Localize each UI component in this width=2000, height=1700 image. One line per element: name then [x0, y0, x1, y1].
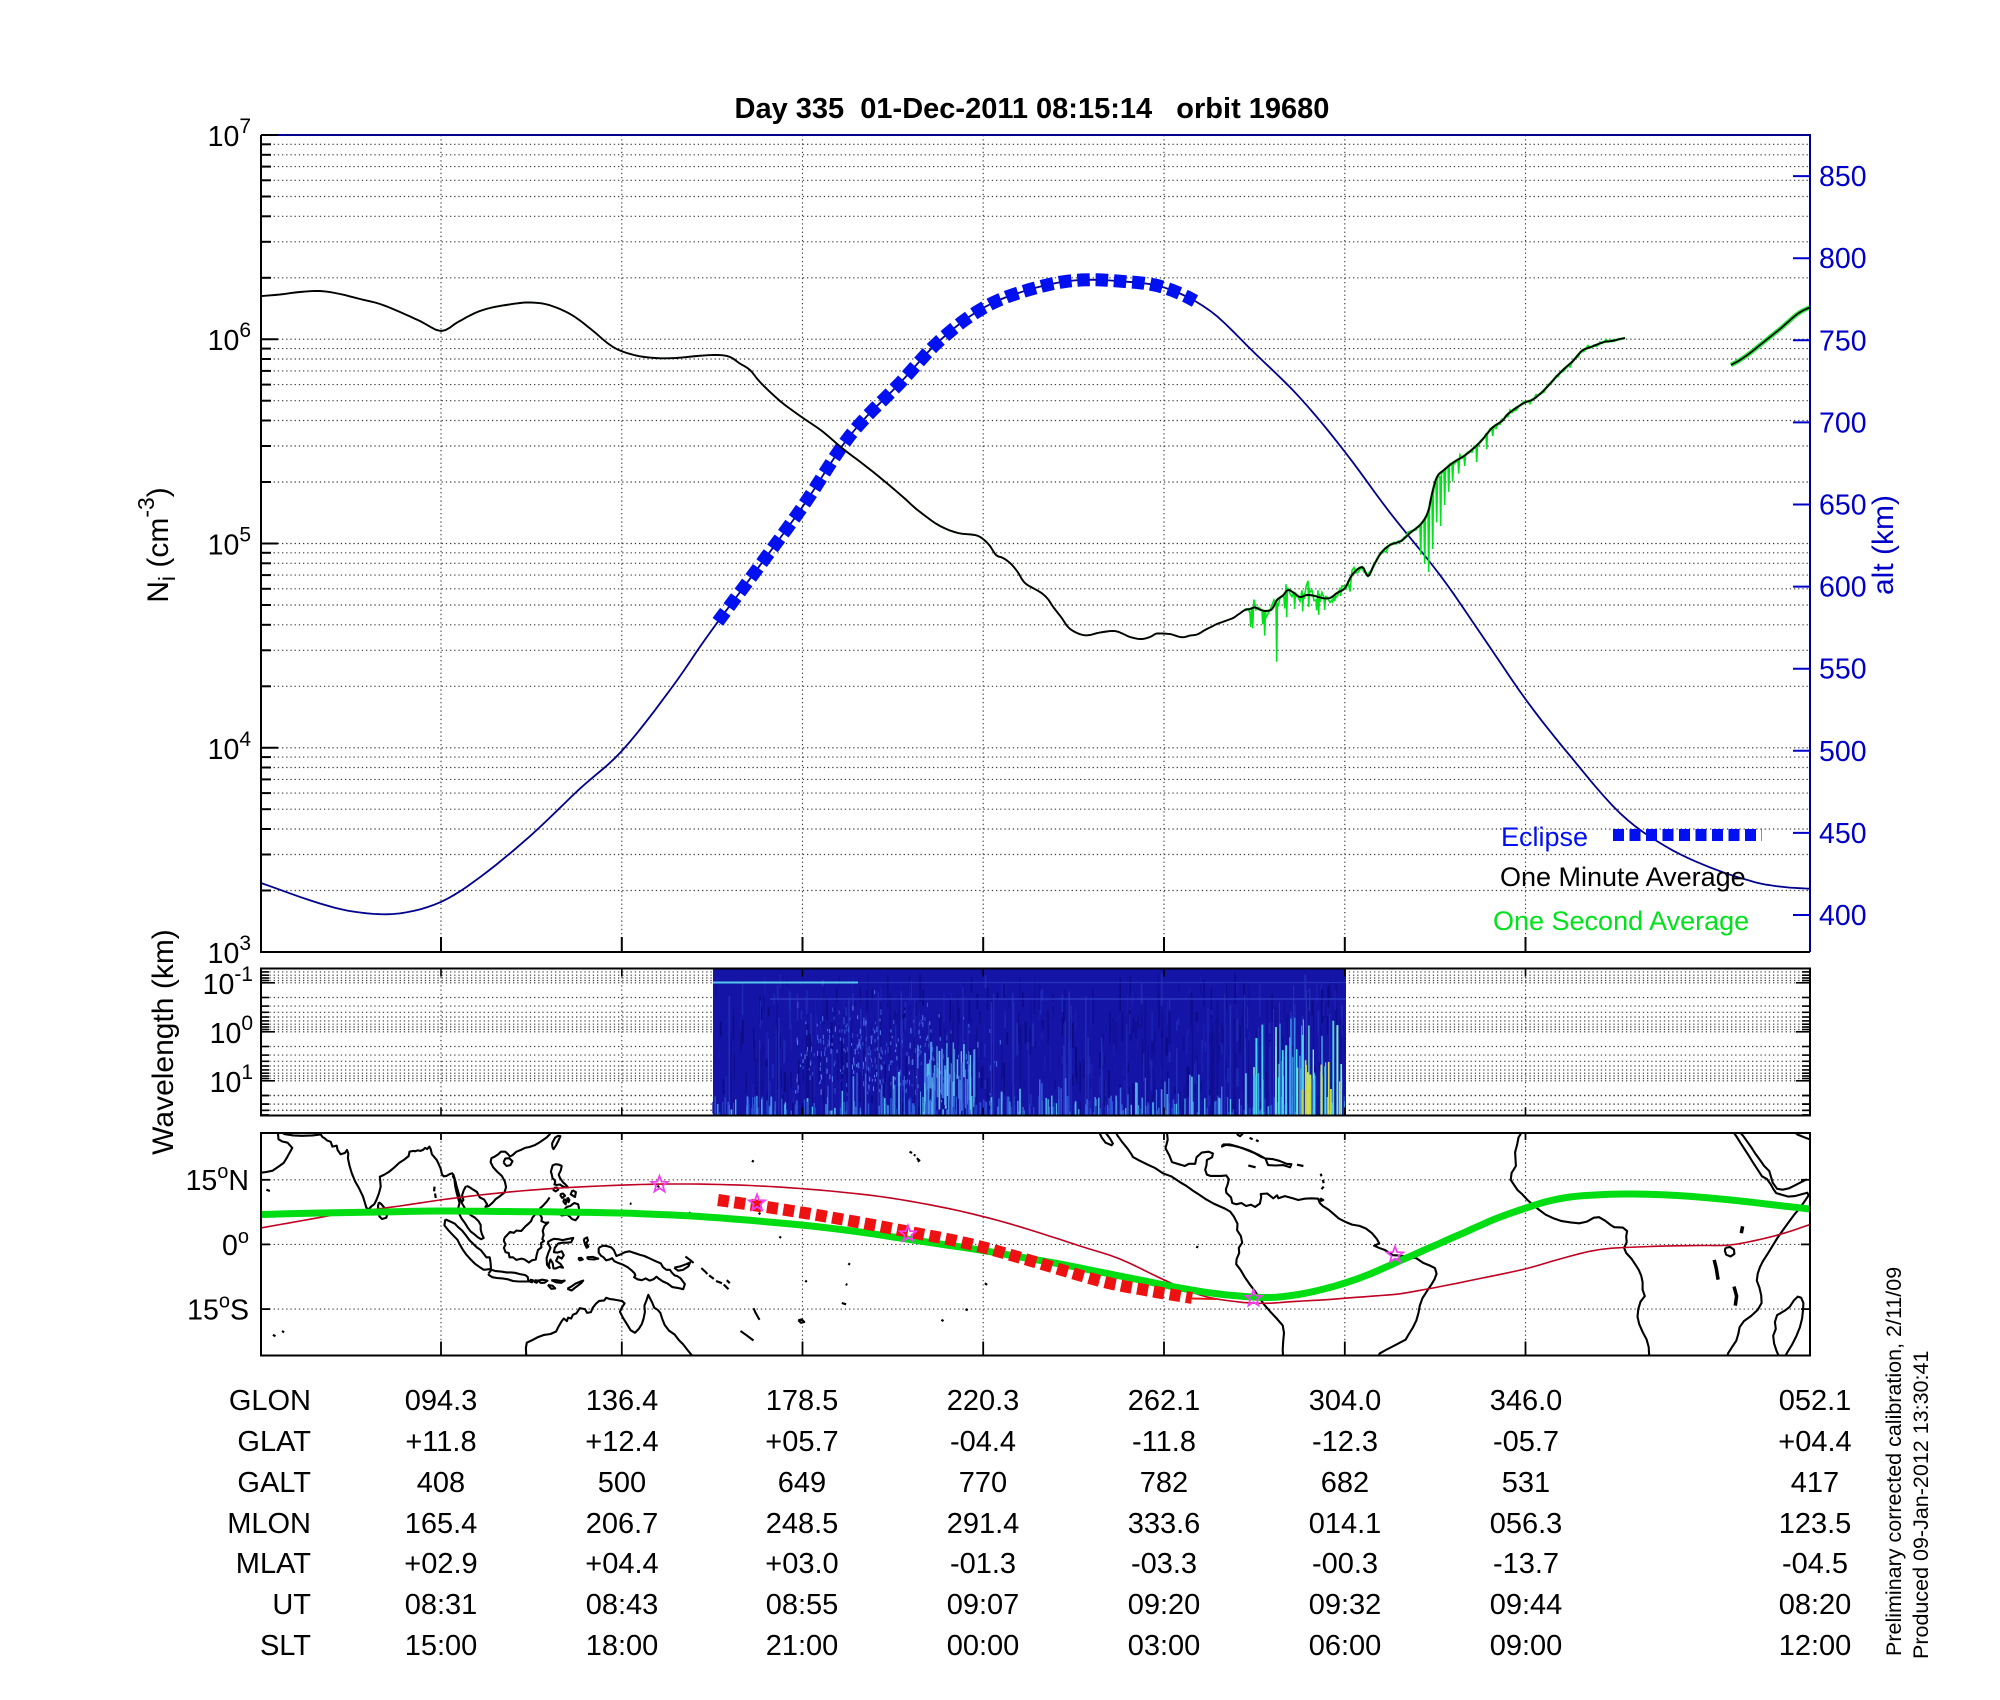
svg-text:105: 105 — [208, 524, 251, 562]
svg-text:649: 649 — [778, 1467, 826, 1499]
svg-text:400: 400 — [1819, 900, 1867, 932]
svg-text:alt (km): alt (km) — [1867, 495, 1900, 595]
svg-text:One Minute Average: One Minute Average — [1500, 862, 1746, 892]
svg-text:346.0: 346.0 — [1490, 1385, 1563, 1417]
svg-text:08:20: 08:20 — [1779, 1589, 1852, 1621]
svg-text:21:00: 21:00 — [766, 1630, 839, 1662]
svg-text:103: 103 — [208, 932, 251, 970]
svg-text:09:20: 09:20 — [1128, 1589, 1201, 1621]
svg-text:220.3: 220.3 — [947, 1385, 1020, 1417]
svg-text:+11.8: +11.8 — [405, 1426, 476, 1458]
svg-text:123.5: 123.5 — [1779, 1508, 1852, 1540]
svg-text:03:00: 03:00 — [1128, 1630, 1201, 1662]
svg-text:450: 450 — [1819, 818, 1867, 850]
svg-text:100: 100 — [210, 1012, 253, 1050]
svg-text:+12.4: +12.4 — [585, 1426, 658, 1458]
svg-text:GLON: GLON — [229, 1385, 311, 1417]
svg-text:206.7: 206.7 — [586, 1508, 659, 1540]
svg-text:-03.3: -03.3 — [1131, 1548, 1197, 1580]
svg-text:UT: UT — [272, 1589, 311, 1621]
svg-text:056.3: 056.3 — [1490, 1508, 1563, 1540]
svg-text:15oS: 15oS — [187, 1291, 249, 1327]
svg-text:304.0: 304.0 — [1309, 1385, 1382, 1417]
svg-text:-00.3: -00.3 — [1312, 1548, 1378, 1580]
svg-text:682: 682 — [1321, 1467, 1369, 1499]
svg-text:+05.7: +05.7 — [765, 1426, 838, 1458]
svg-text:248.5: 248.5 — [766, 1508, 839, 1540]
svg-text:165.4: 165.4 — [405, 1508, 478, 1540]
svg-text:One Second Average: One Second Average — [1493, 906, 1749, 936]
svg-text:-04.4: -04.4 — [950, 1426, 1016, 1458]
svg-text:770: 770 — [959, 1467, 1007, 1499]
svg-text:014.1: 014.1 — [1309, 1508, 1382, 1540]
svg-text:08:55: 08:55 — [766, 1589, 839, 1621]
svg-text:Eclipse: Eclipse — [1501, 822, 1588, 852]
svg-text:09:32: 09:32 — [1309, 1589, 1382, 1621]
svg-text:-13.7: -13.7 — [1493, 1548, 1559, 1580]
svg-text:15oN: 15oN — [186, 1161, 249, 1197]
svg-text:500: 500 — [1819, 736, 1867, 768]
svg-text:408: 408 — [417, 1467, 465, 1499]
svg-text:+03.0: +03.0 — [765, 1548, 838, 1580]
svg-text:094.3: 094.3 — [405, 1385, 478, 1417]
svg-text:Ni (cm-3): Ni (cm-3) — [133, 487, 180, 603]
svg-text:MLON: MLON — [227, 1508, 311, 1540]
svg-text:417: 417 — [1791, 1467, 1839, 1499]
svg-text:-04.5: -04.5 — [1782, 1548, 1848, 1580]
svg-text:+02.9: +02.9 — [404, 1548, 477, 1580]
svg-text:+04.4: +04.4 — [585, 1548, 658, 1580]
svg-text:052.1: 052.1 — [1779, 1385, 1852, 1417]
svg-text:333.6: 333.6 — [1128, 1508, 1201, 1540]
svg-text:700: 700 — [1819, 407, 1867, 439]
svg-text:262.1: 262.1 — [1128, 1385, 1201, 1417]
svg-text:08:43: 08:43 — [586, 1589, 659, 1621]
svg-text:800: 800 — [1819, 243, 1867, 275]
svg-text:500: 500 — [598, 1467, 646, 1499]
svg-text:+04.4: +04.4 — [1778, 1426, 1851, 1458]
svg-text:550: 550 — [1819, 654, 1867, 686]
svg-text:09:44: 09:44 — [1490, 1589, 1563, 1621]
svg-text:136.4: 136.4 — [586, 1385, 659, 1417]
svg-text:106: 106 — [208, 319, 251, 357]
svg-text:750: 750 — [1819, 325, 1867, 357]
svg-text:-05.7: -05.7 — [1493, 1426, 1559, 1458]
svg-text:GALT: GALT — [237, 1467, 311, 1499]
svg-text:09:00: 09:00 — [1490, 1630, 1563, 1662]
svg-text:291.4: 291.4 — [947, 1508, 1020, 1540]
svg-text:15:00: 15:00 — [405, 1630, 478, 1662]
svg-text:Wavelength (km): Wavelength (km) — [147, 929, 180, 1155]
svg-text:Day 335 01-Dec-2011 08:15:14: Day 335 01-Dec-2011 08:15:14 orbit 19680 — [735, 93, 1330, 125]
svg-text:SLT: SLT — [260, 1630, 311, 1662]
svg-text:Produced 09-Jan-2012 13:30:41: Produced 09-Jan-2012 13:30:41 — [1909, 1351, 1933, 1659]
svg-text:-11.8: -11.8 — [1132, 1426, 1196, 1458]
svg-text:178.5: 178.5 — [766, 1385, 839, 1417]
svg-text:GLAT: GLAT — [237, 1426, 311, 1458]
svg-text:-12.3: -12.3 — [1312, 1426, 1378, 1458]
svg-text:600: 600 — [1819, 572, 1867, 604]
svg-text:00:00: 00:00 — [947, 1630, 1020, 1662]
svg-text:104: 104 — [208, 728, 252, 766]
svg-text:-01.3: -01.3 — [950, 1548, 1016, 1580]
svg-text:Preliminary corrected calibrat: Preliminary corrected calibration, 2/11/… — [1882, 1267, 1906, 1656]
svg-text:06:00: 06:00 — [1309, 1630, 1382, 1662]
svg-text:0o: 0o — [222, 1226, 249, 1262]
svg-text:107: 107 — [208, 115, 251, 153]
svg-text:650: 650 — [1819, 490, 1867, 522]
svg-text:850: 850 — [1819, 161, 1867, 193]
svg-text:101: 101 — [210, 1061, 253, 1099]
svg-text:10-1: 10-1 — [203, 963, 253, 1001]
svg-text:531: 531 — [1502, 1467, 1550, 1499]
svg-text:18:00: 18:00 — [586, 1630, 659, 1662]
svg-text:MLAT: MLAT — [236, 1548, 311, 1580]
svg-text:08:31: 08:31 — [405, 1589, 478, 1621]
svg-text:782: 782 — [1140, 1467, 1188, 1499]
svg-text:12:00: 12:00 — [1779, 1630, 1852, 1662]
svg-text:09:07: 09:07 — [947, 1589, 1020, 1621]
